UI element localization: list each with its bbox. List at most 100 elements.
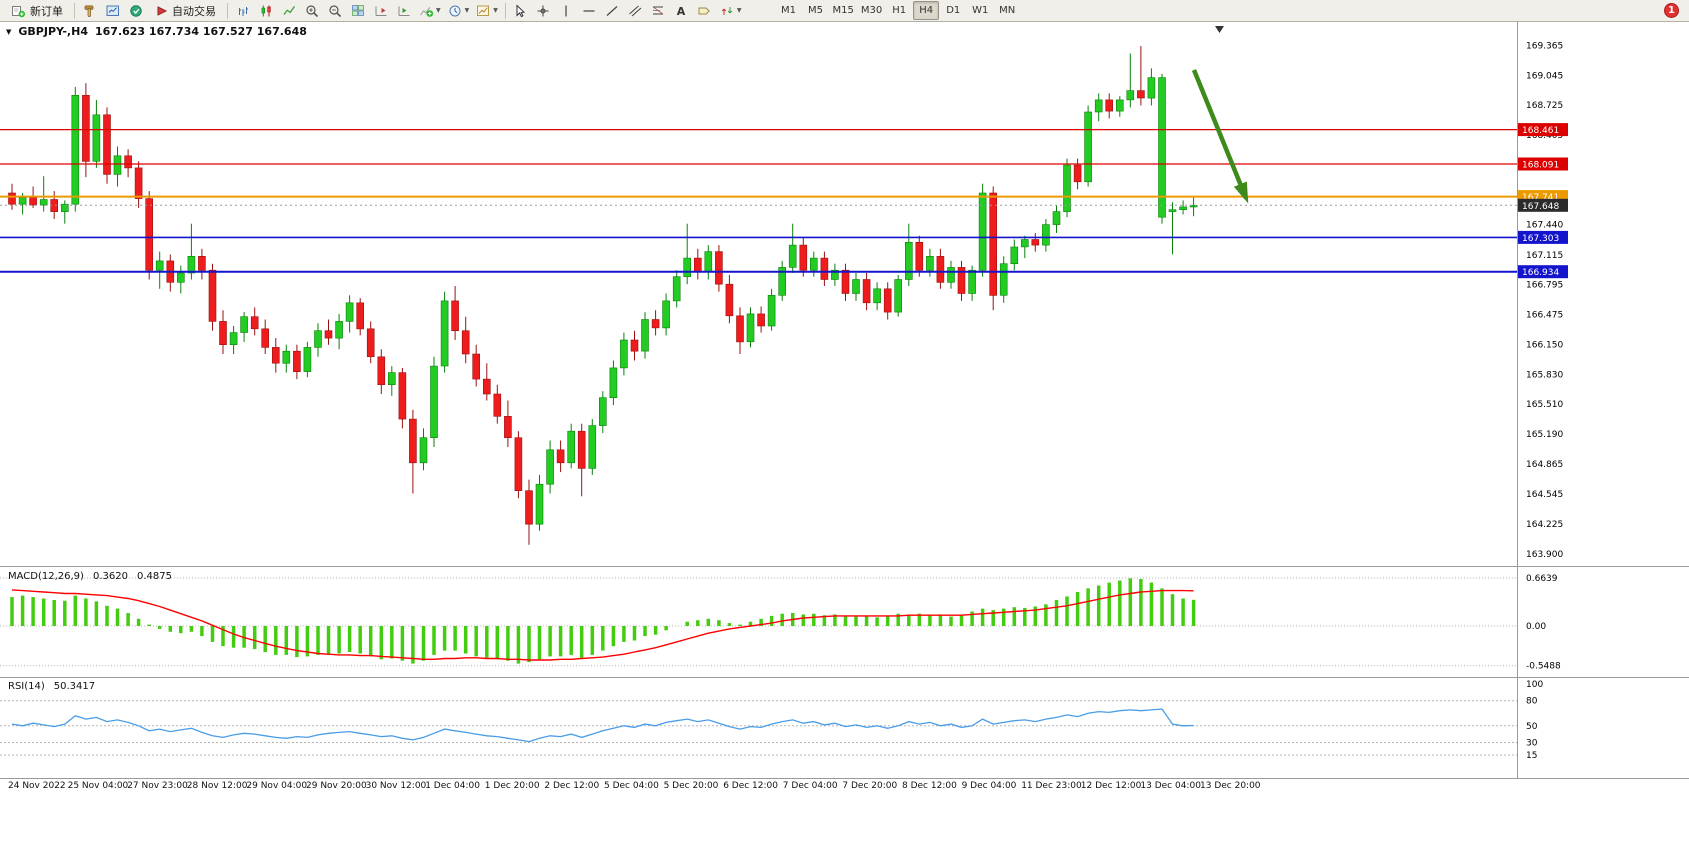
timeframe-w1[interactable]: W1 [972,5,989,16]
trend-arrow[interactable] [1191,69,1249,204]
new-chart-button[interactable] [102,1,124,20]
svg-text:24 Nov 2022: 24 Nov 2022 [8,781,66,791]
label-button[interactable] [694,1,716,20]
svg-text:0.6639: 0.6639 [1526,574,1558,584]
svg-text:164.225: 164.225 [1526,520,1563,530]
timeframe-m5[interactable]: M5 [808,5,823,16]
svg-text:15: 15 [1526,751,1537,761]
cursor-button[interactable] [510,1,532,20]
timeframe-d1[interactable]: D1 [946,5,961,16]
timeframe-h1[interactable]: H1 [892,5,907,16]
channel-button[interactable] [625,1,647,20]
vertical-line-icon [559,4,574,18]
svg-text:50: 50 [1526,722,1538,732]
svg-text:167.303: 167.303 [1522,234,1559,244]
svg-text:-0.5488: -0.5488 [1526,662,1561,672]
svg-text:166.934: 166.934 [1522,268,1559,278]
new-order-button[interactable]: 新订单 [4,1,70,20]
fibonacci-button[interactable] [648,1,670,20]
caret-down-icon: ▼ [736,6,742,14]
indicators-button[interactable]: ▼ [416,1,444,20]
auto-trading-button[interactable]: 自动交易 [148,1,223,20]
svg-text:165.510: 165.510 [1526,400,1563,410]
svg-text:11 Dec 23:00: 11 Dec 23:00 [1021,781,1082,791]
toolbar-separator [227,2,228,19]
svg-text:12 Dec 12:00: 12 Dec 12:00 [1081,781,1142,791]
svg-text:7 Dec 20:00: 7 Dec 20:00 [842,781,897,791]
timeframe-mn[interactable]: MN [999,5,1016,16]
svg-text:164.865: 164.865 [1526,460,1563,470]
timeframe-m15[interactable]: M15 [832,5,854,16]
svg-text:25 Nov 04:00: 25 Nov 04:00 [68,781,129,791]
tile-windows-button[interactable] [347,1,369,20]
trendline-icon [605,4,620,18]
svg-text:27 Nov 23:00: 27 Nov 23:00 [127,781,188,791]
macd-panel[interactable]: 0.6639 0.00 -0.5488 [0,574,1561,672]
svg-text:30 Nov 12:00: 30 Nov 12:00 [366,781,427,791]
bar-chart-button[interactable] [232,1,254,20]
trendline-button[interactable] [602,1,624,20]
svg-text:1 Dec 20:00: 1 Dec 20:00 [485,781,540,791]
market-watch-button[interactable] [125,1,147,20]
svg-text:0.00: 0.00 [1526,622,1546,632]
caret-down-icon: ▼ [493,6,498,14]
market-watch-icon [129,4,144,18]
vertical-line-button[interactable] [556,1,578,20]
svg-text:165.190: 165.190 [1526,430,1563,440]
main-price-panel[interactable] [0,26,1517,545]
crosshair-icon [536,4,551,18]
template-icon [476,4,491,18]
svg-text:167.648: 167.648 [1522,202,1559,212]
timeframe-m30[interactable]: M30 [860,5,883,16]
toolbar-separator [74,2,75,19]
chart-shift-marker [1215,26,1224,33]
svg-text:166.150: 166.150 [1526,341,1563,351]
arrows-button[interactable]: ▼ [717,1,745,20]
svg-text:164.545: 164.545 [1526,490,1563,500]
svg-text:169.045: 169.045 [1526,71,1563,81]
svg-text:5 Dec 04:00: 5 Dec 04:00 [604,781,659,791]
indicator-list-button[interactable] [79,1,101,20]
svg-text:168.461: 168.461 [1522,126,1559,136]
tile-windows-icon [351,4,366,18]
rsi-panel[interactable]: 100 80 50 30 15 [0,680,1543,761]
add-indicator-icon [419,4,434,18]
svg-text:166.475: 166.475 [1526,310,1563,320]
horizontal-line-button[interactable] [579,1,601,20]
text-icon: A [674,4,689,18]
chart-canvas[interactable]: 0.6639 0.00 -0.5488 100 80 50 30 15 169.365 169.0… [0,22,1689,860]
svg-text:167.440: 167.440 [1526,221,1563,231]
caret-down-icon: ▼ [464,6,470,14]
svg-text:28 Nov 12:00: 28 Nov 12:00 [187,781,248,791]
label-tag-icon [697,4,712,18]
svg-text:1 Dec 04:00: 1 Dec 04:00 [425,781,480,791]
caret-down-icon: ▼ [436,6,441,14]
candlestick-chart-button[interactable] [255,1,277,20]
svg-text:168.091: 168.091 [1522,161,1559,171]
line-chart-button[interactable] [278,1,300,20]
timeframe-h4[interactable]: H4 [913,1,940,20]
svg-text:13 Dec 04:00: 13 Dec 04:00 [1140,781,1201,791]
text-button[interactable]: A [671,1,693,20]
zoom-out-button[interactable] [324,1,346,20]
timeframe-m1[interactable]: M1 [781,5,796,16]
auto-scroll-button[interactable] [393,1,415,20]
line-chart-icon [282,4,297,18]
svg-text:9 Dec 04:00: 9 Dec 04:00 [962,781,1017,791]
price-axis[interactable]: 169.365169.045168.725168.405167.440167.1… [1518,42,1568,561]
svg-text:30: 30 [1526,738,1538,748]
notification-badge[interactable]: 1 [1664,3,1679,18]
crosshair-button[interactable] [533,1,555,20]
svg-text:169.365: 169.365 [1526,42,1563,52]
clock-icon [448,4,463,18]
chart-shift-button[interactable] [370,1,392,20]
new-order-icon [11,4,26,18]
periods-button[interactable]: ▼ [445,1,473,20]
zoom-in-icon [305,4,320,18]
chart-window-icon [106,4,121,18]
templates-button[interactable]: ▼ [473,1,501,20]
zoom-in-button[interactable] [301,1,323,20]
equidistant-channel-icon [628,4,643,18]
